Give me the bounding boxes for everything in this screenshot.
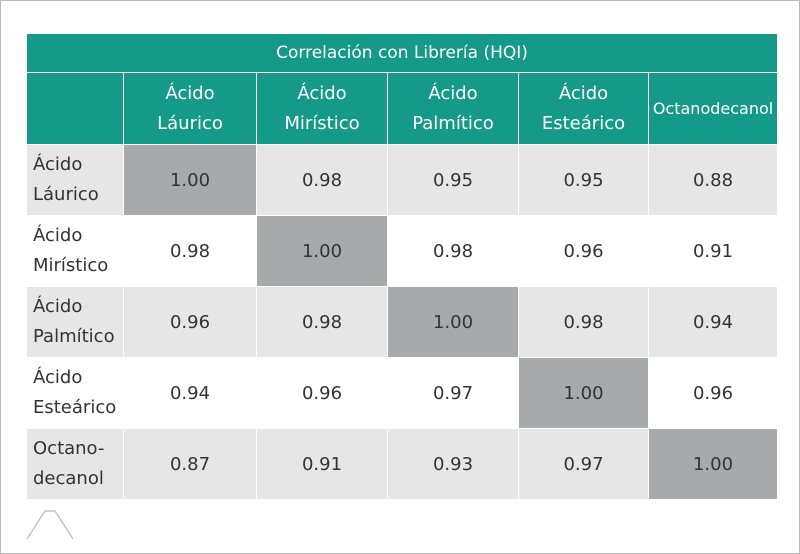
value-cell: 0.97 bbox=[518, 428, 649, 500]
row-header-line: Ácido bbox=[33, 154, 83, 175]
value-cell: 0.96 bbox=[123, 286, 257, 358]
value-cell: 0.91 bbox=[256, 428, 388, 500]
value-cell: 0.93 bbox=[387, 428, 519, 500]
column-header-line: Ácido bbox=[297, 82, 347, 104]
value-cell: 0.94 bbox=[647, 286, 779, 358]
row-header: Ácido Láurico bbox=[26, 144, 124, 216]
value-cell: 0.88 bbox=[647, 144, 779, 216]
row-header-line: Palmítico bbox=[33, 326, 115, 347]
row-header-line: Ácido bbox=[33, 225, 83, 246]
value-cell: 1.00 bbox=[256, 215, 388, 287]
value-cell: 1.00 bbox=[387, 286, 519, 358]
value-cell: 0.94 bbox=[123, 357, 257, 429]
table-row: Ácido Láurico 1.00 0.98 0.95 0.95 0.88 bbox=[26, 144, 779, 216]
column-header-myristic: Ácido Mirístico bbox=[256, 72, 388, 145]
column-header-line: Ácido bbox=[558, 82, 609, 104]
value-cell: 1.00 bbox=[647, 428, 779, 500]
header-corner bbox=[26, 72, 124, 145]
value-cell: 0.98 bbox=[518, 286, 649, 358]
correlation-table: Correlación con Librería (HQI) Ácido Láu… bbox=[25, 33, 779, 500]
value-cell: 0.95 bbox=[387, 144, 519, 216]
column-header-line: Ácido bbox=[428, 82, 478, 104]
column-header-line: Láurico bbox=[157, 112, 223, 134]
value-cell: 0.96 bbox=[256, 357, 388, 429]
column-header-stearic: Ácido Esteárico bbox=[518, 72, 649, 145]
value-cell: 1.00 bbox=[518, 357, 649, 429]
row-header-line: Esteárico bbox=[33, 397, 117, 418]
column-header-line: Ácido bbox=[165, 82, 215, 104]
table-row: Ácido Mirístico 0.98 1.00 0.98 0.96 0.91 bbox=[26, 215, 779, 287]
column-header-line: Mirístico bbox=[284, 112, 360, 134]
callout-pointer-icon bbox=[27, 510, 73, 539]
value-cell: 0.98 bbox=[256, 144, 388, 216]
row-header: Ácido Mirístico bbox=[26, 215, 124, 287]
table-title: Correlación con Librería (HQI) bbox=[25, 33, 779, 73]
table-row: Ácido Esteárico 0.94 0.96 0.97 1.00 0.96 bbox=[26, 357, 779, 429]
value-cell: 0.96 bbox=[518, 215, 649, 287]
row-header-line: decanol bbox=[33, 468, 104, 489]
row-header: Octano- decanol bbox=[26, 428, 124, 500]
value-cell: 0.97 bbox=[387, 357, 519, 429]
row-header-line: Octano- bbox=[33, 438, 105, 459]
column-header-lauric: Ácido Láurico bbox=[123, 72, 257, 145]
row-header-line: Láurico bbox=[33, 184, 99, 205]
column-header-line: Octanodecanol bbox=[652, 98, 774, 118]
value-cell: 1.00 bbox=[123, 144, 257, 216]
row-header: Ácido Palmítico bbox=[26, 286, 124, 358]
value-cell: 0.98 bbox=[123, 215, 257, 287]
value-cell: 0.95 bbox=[518, 144, 649, 216]
value-cell: 0.91 bbox=[647, 215, 779, 287]
value-cell: 0.98 bbox=[387, 215, 519, 287]
column-header-line: Esteárico bbox=[541, 112, 626, 134]
row-header-line: Ácido bbox=[33, 367, 83, 388]
value-cell: 0.98 bbox=[256, 286, 388, 358]
value-cell: 0.96 bbox=[647, 357, 779, 429]
row-header: Ácido Esteárico bbox=[26, 357, 124, 429]
column-header-palmitic: Ácido Palmítico bbox=[387, 72, 519, 145]
row-header-line: Ácido bbox=[33, 296, 83, 317]
column-header-octanodecanol: Octanodecanol bbox=[647, 72, 779, 145]
row-header-line: Mirístico bbox=[33, 255, 109, 276]
value-cell: 0.87 bbox=[123, 428, 257, 500]
table-row: Ácido Palmítico 0.96 0.98 1.00 0.98 0.94 bbox=[26, 286, 779, 358]
column-header-line: Palmítico bbox=[412, 112, 494, 134]
table-row: Octano- decanol 0.87 0.91 0.93 0.97 1.00 bbox=[26, 428, 779, 500]
